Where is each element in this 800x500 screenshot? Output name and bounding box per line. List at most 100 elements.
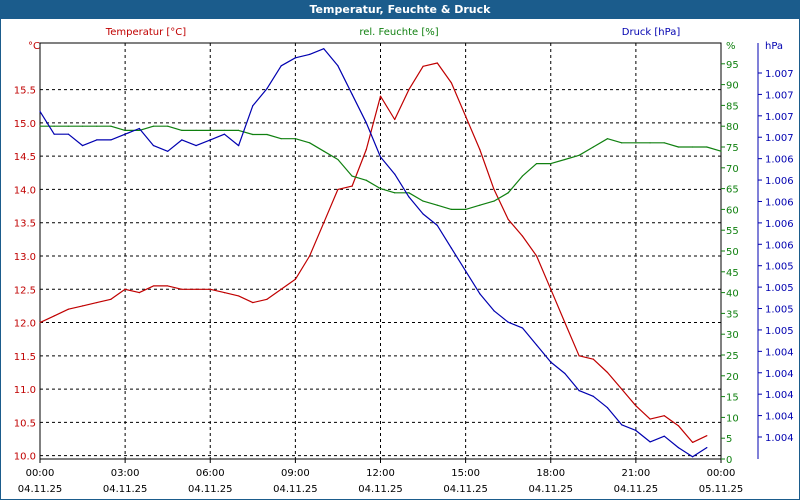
pressure-point	[223, 133, 226, 135]
humidity-point	[365, 179, 367, 181]
pressure-point	[592, 395, 594, 397]
humidity-point	[110, 125, 112, 127]
temperature-point	[394, 118, 396, 121]
pressure-point	[677, 447, 680, 449]
pressure-line	[39, 48, 708, 458]
humidity-point	[408, 192, 410, 194]
left-tick-label: 11.0	[14, 385, 36, 396]
x-tick-time: 18:00	[536, 468, 565, 479]
temperature-point	[550, 288, 552, 290]
pressure-point	[465, 270, 467, 272]
humidity-point	[280, 138, 282, 140]
temperature-point	[323, 222, 325, 224]
pressure-point	[167, 150, 169, 152]
left-tick-label: 13.5	[14, 219, 36, 230]
temperature-point	[408, 88, 410, 91]
pressure-point	[238, 144, 240, 147]
humidity-tick-label: 60	[726, 205, 739, 216]
x-tick-time: 06:00	[196, 468, 225, 479]
pressure-point	[649, 441, 651, 443]
temperature-point	[592, 358, 594, 360]
humidity-point	[422, 200, 424, 202]
pressure-tick-label: 1.007	[765, 112, 794, 123]
pressure-axis-label: Druck [hPa]	[622, 27, 681, 38]
temperature-point	[706, 435, 708, 437]
temperature-point	[81, 305, 84, 307]
pressure-point	[252, 105, 254, 107]
pressure-point	[280, 65, 282, 67]
temperature-point	[479, 148, 481, 151]
humidity-point	[564, 158, 566, 161]
pressure-tick-label: 1.006	[765, 219, 794, 230]
pressure-point	[195, 144, 197, 147]
pressure-tick-label: 1.004	[765, 369, 794, 380]
humidity-point	[223, 129, 226, 131]
humidity-point	[706, 146, 708, 148]
pressure-point	[450, 247, 453, 249]
temperature-point	[252, 301, 254, 304]
pressure-point	[550, 361, 552, 363]
humidity-tick-label: 20	[726, 372, 739, 383]
pressure-point	[479, 293, 481, 295]
left-tick-label: 10.0	[14, 452, 36, 463]
humidity-point	[621, 142, 623, 144]
x-tick-time: 09:00	[281, 468, 310, 479]
humidity-tick-label: 75	[726, 143, 739, 154]
pressure-point	[110, 139, 112, 141]
left-tick-label: 13.0	[14, 252, 36, 263]
humidity-point	[606, 138, 609, 140]
humidity-point	[181, 129, 183, 131]
humidity-point	[81, 125, 84, 127]
left-tick-label: 15.0	[14, 119, 36, 130]
grid-lines	[39, 43, 762, 463]
x-tick-date: 04.11.25	[103, 484, 148, 495]
x-tick-time: 00:00	[26, 468, 55, 479]
temperature-point	[663, 415, 665, 417]
temperature-point	[493, 188, 495, 191]
humidity-point	[53, 125, 55, 127]
humidity-tick-label: 25	[726, 351, 739, 362]
pressure-tick-label: 1.005	[765, 305, 794, 316]
left-tick-label: 12.0	[14, 319, 36, 330]
pressure-tick-label: 1.007	[765, 69, 794, 80]
humidity-point	[209, 129, 211, 131]
pressure-point	[365, 122, 367, 124]
x-tick-date: 05.11.25	[699, 484, 744, 495]
pressure-tick-label: 1.005	[765, 262, 794, 273]
pressure-point	[394, 173, 396, 175]
humidity-tick-label: 30	[726, 330, 739, 341]
humidity-tick-label: 85	[726, 101, 739, 112]
humidity-point	[677, 146, 680, 148]
pressure-point	[308, 53, 311, 55]
x-tick-date: 04.11.25	[18, 484, 63, 495]
humidity-point	[337, 158, 339, 161]
temperature-point	[379, 95, 382, 97]
pressure-point	[81, 144, 84, 147]
temperature-point	[606, 371, 609, 374]
humidity-point	[635, 142, 637, 144]
humidity-point	[550, 163, 552, 165]
humidity-tick-label: 50	[726, 247, 739, 258]
humidity-point	[379, 188, 382, 190]
humidity-point	[152, 125, 155, 127]
tick-labels: 10.0 10.5 11.0 11.5 12.0 12.5 13.0 13.5 14.0 14.5…	[14, 60, 794, 495]
pressure-tick-label: 1.006	[765, 197, 794, 208]
data-lines	[39, 48, 722, 458]
x-tick-date: 04.11.25	[358, 484, 403, 495]
pressure-point	[181, 139, 183, 141]
humidity-point	[592, 146, 594, 148]
temperature-point	[181, 288, 183, 290]
humidity-point	[252, 133, 254, 136]
humidity-tick-label: 40	[726, 289, 739, 300]
x-tick-date: 04.11.25	[443, 484, 488, 495]
temperature-point	[677, 425, 680, 427]
temperature-point	[223, 292, 226, 294]
humidity-point	[323, 150, 325, 152]
temperature-point	[621, 388, 623, 390]
temperature-point	[521, 235, 523, 237]
pressure-point	[67, 133, 69, 135]
humidity-point	[493, 200, 495, 202]
humidity-point	[507, 192, 509, 194]
temperature-point	[195, 288, 197, 290]
